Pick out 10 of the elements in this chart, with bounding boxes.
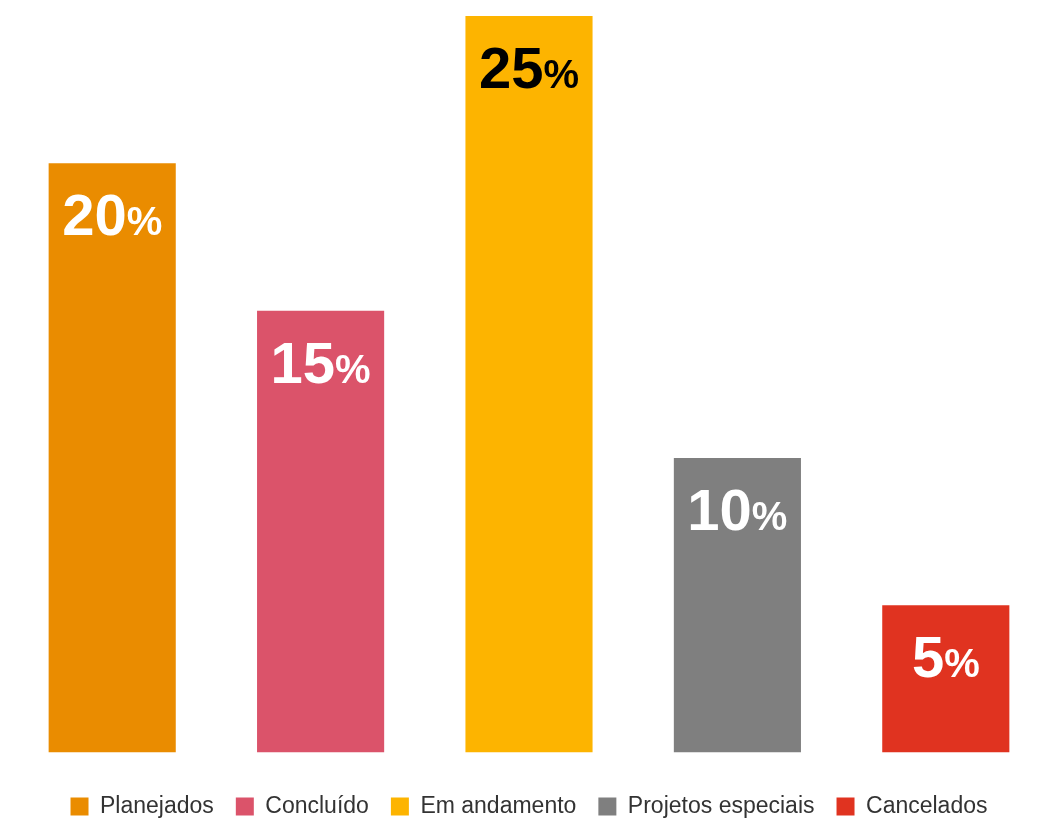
legend-label: Concluído <box>265 791 369 818</box>
legend-label: Planejados <box>100 791 214 818</box>
data-label: 10% <box>687 476 788 542</box>
data-label: 25% <box>478 35 580 100</box>
data-label: 20% <box>62 182 163 248</box>
data-label: 15% <box>270 329 371 395</box>
data-label: 5% <box>911 624 980 690</box>
legend-label: Projetos especiais <box>627 791 815 818</box>
legend-label: Em andamento <box>420 791 577 818</box>
legend-label: Cancelados <box>866 791 988 818</box>
